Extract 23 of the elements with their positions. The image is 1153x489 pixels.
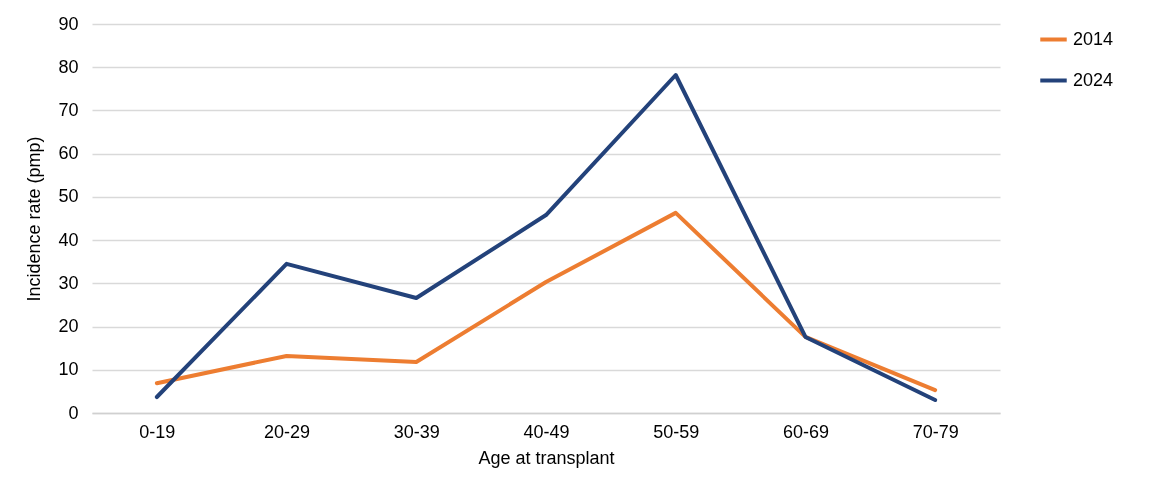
y-axis-title: Incidence rate (pmp) (24, 136, 45, 302)
y-tick-label: 90 (58, 13, 79, 34)
y-tick-label: 0 (68, 402, 79, 423)
x-axis-title: Age at transplant (478, 447, 615, 468)
y-tick-label: 70 (58, 99, 79, 120)
legend-label: 2024 (1073, 69, 1114, 90)
line-series (154, 73, 938, 403)
x-tick-label: 0-19 (139, 421, 176, 442)
x-tick-label: 70-79 (912, 421, 959, 442)
y-tick-label: 10 (58, 359, 79, 380)
x-tick-label: 50-59 (653, 421, 700, 442)
y-tick-label: 40 (58, 229, 79, 250)
x-tick-label: 30-39 (393, 421, 440, 442)
y-tick-label: 80 (58, 56, 79, 77)
line-series (154, 210, 938, 393)
y-tick-label: 50 (58, 186, 79, 207)
x-tick-label: 60-69 (782, 421, 829, 442)
y-tick-label: 20 (58, 316, 79, 337)
legend-label: 2014 (1073, 28, 1114, 49)
y-tick-label: 30 (58, 272, 79, 293)
x-tick-label: 40-49 (523, 421, 570, 442)
x-tick-label: 20-29 (264, 421, 311, 442)
y-tick-label: 60 (58, 143, 79, 164)
